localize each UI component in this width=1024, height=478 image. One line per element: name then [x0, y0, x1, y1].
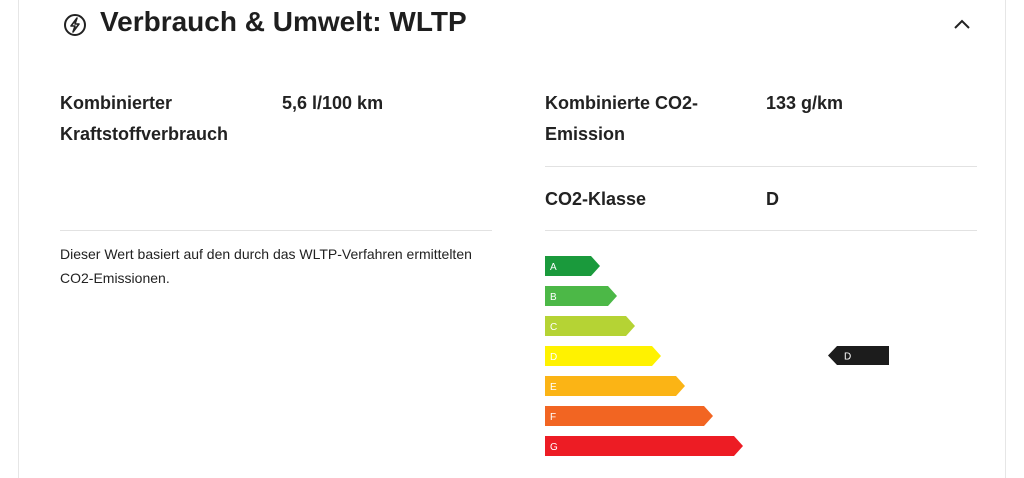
energy-class-bar — [545, 286, 617, 306]
energy-class-bar — [545, 376, 685, 396]
energy-class-bar — [545, 406, 713, 426]
section-title: Verbrauch & Umwelt: WLTP — [100, 6, 467, 37]
class-indicator-letter: D — [844, 352, 851, 363]
energy-class-letter: G — [550, 442, 558, 453]
divider — [60, 230, 492, 231]
co2-class-label: CO2-Klasse — [545, 189, 647, 209]
energy-class-bar — [545, 256, 600, 276]
energy-class-letter: E — [550, 382, 557, 393]
energy-class-letter: D — [550, 352, 557, 363]
class-indicator — [828, 346, 889, 365]
energy-class-letter: F — [550, 412, 556, 423]
consumption-label: Kombinierter Kraftstoffverbrauch — [60, 93, 229, 144]
energy-class-letter: C — [550, 322, 557, 333]
divider — [545, 230, 977, 231]
energy-class-letter: B — [550, 292, 557, 303]
divider — [545, 166, 977, 167]
eco-icon — [64, 14, 86, 36]
emission-value: 133 g/km — [766, 93, 844, 113]
energy-class-bar — [545, 346, 661, 366]
co2-class-value: D — [766, 189, 779, 209]
energy-label: A B C D E F G D — [545, 256, 889, 456]
collapse-chevron[interactable] — [952, 16, 972, 32]
energy-class-bar — [545, 436, 743, 456]
energy-class-bar — [545, 316, 635, 336]
energy-class-letter: A — [550, 262, 557, 273]
consumption-note: Dieser Wert basiert auf den durch das WL… — [60, 246, 472, 286]
emission-label: Kombinierte CO2-Emission — [545, 93, 699, 144]
consumption-value: 5,6 l/100 km — [282, 93, 384, 113]
panel — [18, 0, 1006, 478]
